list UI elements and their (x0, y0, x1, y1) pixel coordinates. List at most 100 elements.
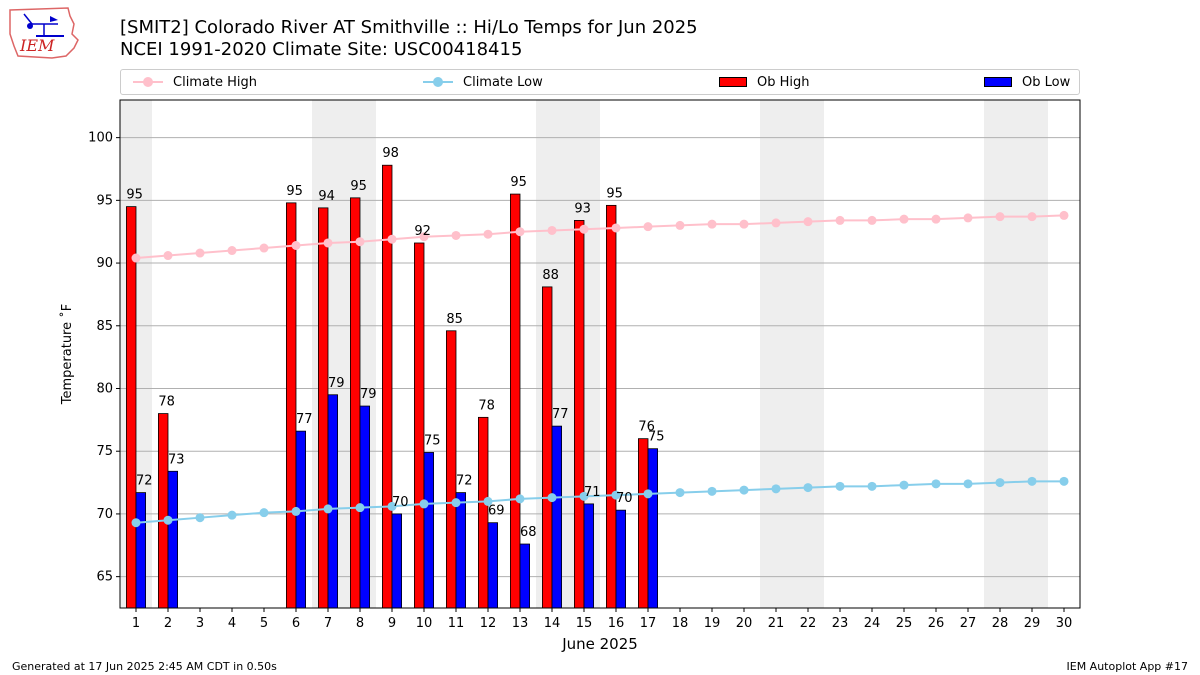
climate-low-point (771, 484, 781, 494)
ob-high-swatch (719, 77, 747, 87)
ob-low-bar (455, 492, 467, 609)
x-tick-label: 4 (228, 616, 236, 631)
ob-low-bar (583, 503, 595, 609)
ob-high-bar (574, 220, 585, 609)
climate-low-point (835, 481, 845, 491)
legend-ob-high: Ob High (719, 70, 810, 94)
climate-high-point (995, 212, 1005, 222)
ob-low-bar (167, 470, 179, 609)
ob-high-bar (509, 193, 521, 609)
climate-low-point (675, 488, 685, 498)
ob-high-value-label: 93 (574, 201, 591, 216)
x-tick-label: 6 (292, 616, 300, 631)
climate-low-point (995, 478, 1005, 488)
climate-high-point (931, 214, 941, 224)
climate-high-point (195, 248, 205, 258)
ob-low-swatch (984, 77, 1012, 87)
ob-high-bar (285, 202, 297, 609)
y-tick-label: 75 (96, 444, 113, 459)
ob-low-value-label: 70 (392, 495, 409, 510)
climate-high-point (835, 215, 845, 225)
climate-high-point (483, 229, 493, 239)
ob-high-value-label: 95 (510, 175, 527, 190)
x-tick-label: 10 (416, 616, 433, 631)
x-tick-label: 26 (928, 616, 945, 631)
x-tick-label: 17 (640, 616, 657, 631)
ob-low-value-label: 72 (456, 474, 473, 489)
ob-high-value-label: 98 (382, 146, 399, 161)
climate-low-point (547, 493, 557, 503)
climate-low-point (931, 479, 941, 489)
legend-climate-high-label: Climate High (173, 74, 258, 90)
ob-low-value-label: 79 (360, 387, 377, 402)
y-tick-label: 95 (96, 193, 113, 208)
climate-high-line (135, 214, 1065, 260)
climate-high-point (387, 234, 397, 244)
y-axis-label: Temperature ˚F (59, 304, 75, 405)
chart-title: [SMIT2] Colorado River AT Smithville :: … (120, 17, 698, 61)
ob-low-bar (487, 522, 499, 609)
climate-low-point (643, 489, 653, 499)
x-tick-label: 16 (608, 616, 625, 631)
y-tick-label: 70 (96, 507, 113, 522)
climate-low-point (803, 483, 813, 493)
climate-high-point (707, 219, 717, 229)
ob-high-value-label: 95 (286, 184, 303, 199)
climate-low-point (899, 480, 909, 490)
legend-ob-low-label: Ob Low (1022, 74, 1071, 90)
x-tick-label: 3 (196, 616, 204, 631)
climate-high-point (1027, 212, 1037, 222)
climate-high-point (739, 219, 749, 229)
climate-low-point (323, 504, 333, 514)
climate-high-point (227, 246, 237, 256)
climate-low-point (1059, 476, 1069, 486)
weekend-shade (760, 100, 792, 608)
x-tick-label: 9 (388, 616, 396, 631)
ob-high-bar (606, 204, 617, 609)
ob-high-value-label: 95 (606, 186, 623, 201)
climate-low-point (227, 510, 237, 520)
weekend-shade (984, 100, 1016, 608)
climate-high-swatch (133, 77, 163, 87)
ob-high-bar (126, 206, 137, 609)
ob-high-bar (317, 207, 329, 609)
climate-low-point (963, 479, 973, 489)
ob-low-bar (295, 430, 307, 609)
x-tick-label: 29 (1024, 616, 1041, 631)
climate-low-swatch (423, 77, 453, 87)
ob-low-value-label: 71 (584, 485, 601, 500)
x-tick-label: 23 (832, 616, 849, 631)
footer-app: IEM Autoplot App #17 (1066, 660, 1189, 673)
weekend-shade (1016, 100, 1048, 608)
ob-high-bar (349, 197, 361, 609)
climate-high-point (579, 224, 589, 234)
x-tick-label: 24 (864, 616, 881, 631)
climate-low-point (579, 491, 589, 501)
ob-high-value-label: 92 (414, 224, 431, 239)
ob-high-bar (157, 413, 169, 609)
y-tick-label: 100 (88, 131, 113, 146)
ob-high-value-label: 95 (126, 188, 143, 203)
climate-low-point (867, 481, 877, 491)
ob-high-value-label: 95 (350, 179, 367, 194)
x-tick-label: 27 (960, 616, 977, 631)
ob-high-value-label: 78 (478, 398, 495, 413)
ob-low-value-label: 68 (520, 525, 537, 540)
ob-low-value-label: 77 (552, 407, 569, 422)
y-tick-label: 65 (96, 570, 113, 585)
climate-high-point (323, 238, 333, 248)
x-tick-label: 11 (448, 616, 465, 631)
climate-low-point (451, 498, 461, 508)
logo-text: IEM (19, 36, 55, 55)
ob-low-bar (519, 543, 531, 609)
iem-logo: IEM (8, 6, 82, 60)
ob-low-value-label: 79 (328, 376, 345, 391)
x-tick-label: 1 (132, 616, 140, 631)
ob-low-value-label: 77 (296, 412, 313, 427)
climate-high-point (771, 218, 781, 228)
ob-high-value-label: 85 (446, 312, 463, 327)
ob-high-bar (542, 286, 553, 609)
ob-low-value-label: 70 (616, 491, 633, 506)
x-tick-label: 15 (576, 616, 593, 631)
climate-high-point (867, 215, 877, 225)
